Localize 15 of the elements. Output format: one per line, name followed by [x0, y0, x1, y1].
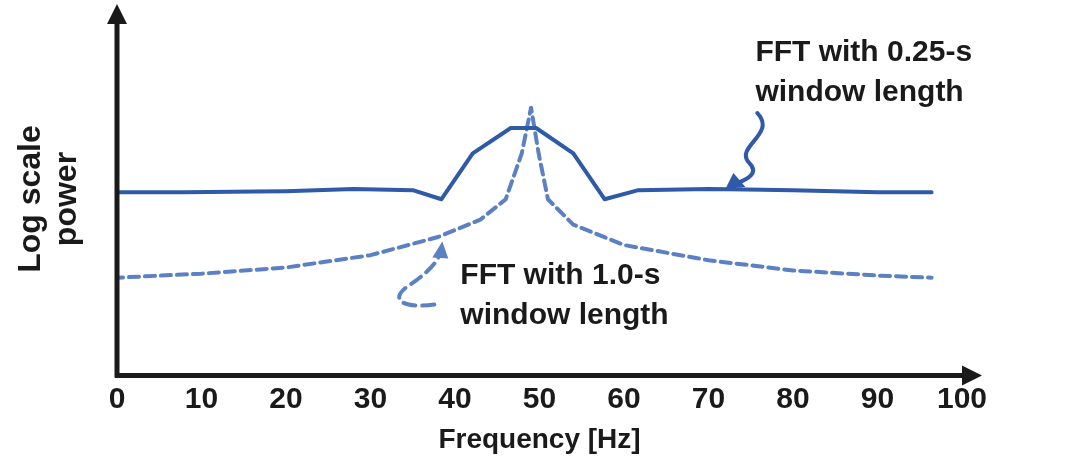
x-tick-label: 20	[269, 380, 303, 414]
annotation: FFT with 1.0-s window length	[460, 255, 670, 332]
annotation: FFT with 0.25-s window length	[755, 33, 974, 110]
x-tick-label: 70	[691, 380, 726, 414]
x-tick-label: 30	[353, 380, 388, 414]
x-tick-label: 50	[522, 380, 557, 414]
x-tick-label: 80	[776, 380, 810, 414]
x-tick-label: 90	[860, 380, 895, 414]
x-tick-label: 100	[936, 380, 988, 414]
y-axis-title: Log scale power	[10, 123, 84, 275]
x-tick-label: 40	[438, 380, 472, 414]
x-tick-label: 10	[184, 380, 219, 414]
x-axis-title: Frequency [Hz]	[438, 422, 641, 454]
x-tick-label: 0	[108, 380, 126, 414]
x-tick-label: 60	[607, 380, 641, 414]
